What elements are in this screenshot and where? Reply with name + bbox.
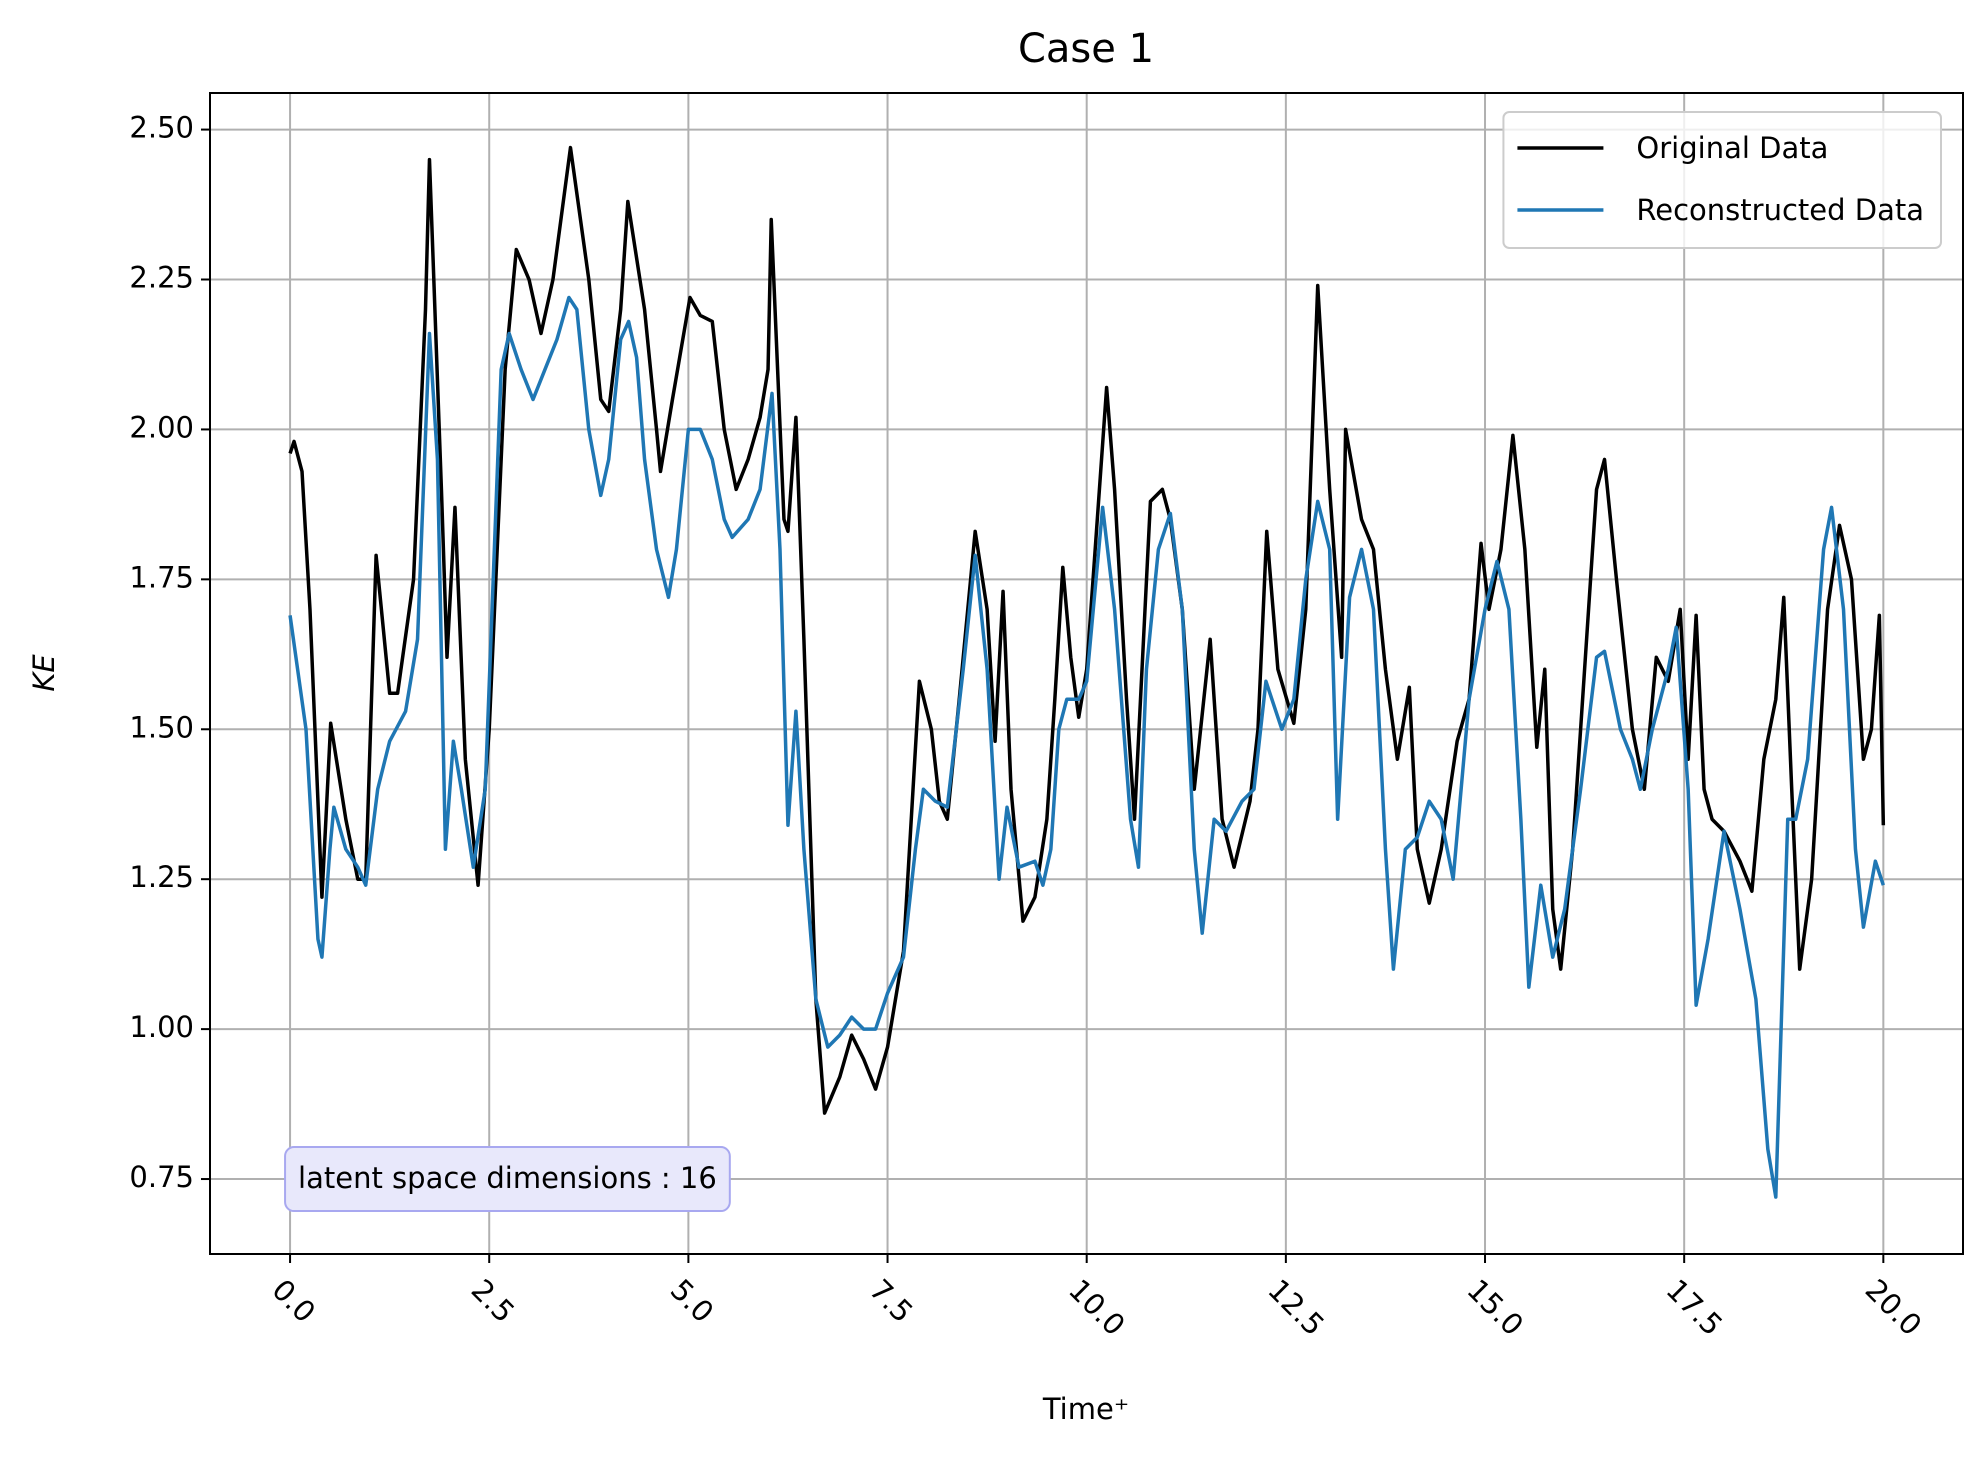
chart-title: Case 1 bbox=[1018, 26, 1154, 72]
y-tick-label: 2.50 bbox=[129, 111, 194, 145]
data-line bbox=[288, 145, 1886, 1115]
legend-box bbox=[1502, 111, 1942, 249]
data-line bbox=[288, 295, 1885, 1199]
y-tick-label: 2.25 bbox=[129, 261, 194, 295]
y-axis-label: KE bbox=[27, 654, 61, 692]
y-tick-label: 1.50 bbox=[129, 710, 194, 744]
x-axis-label: Time⁺ bbox=[1042, 1392, 1129, 1426]
annotation-box bbox=[284, 1146, 731, 1213]
y-tick-label: 1.00 bbox=[129, 1010, 194, 1044]
y-tick-label: 0.75 bbox=[129, 1160, 194, 1194]
y-tick-label: 2.00 bbox=[129, 410, 194, 444]
legend-label: Original Data bbox=[1636, 131, 1828, 165]
plot-frame bbox=[209, 92, 1964, 1255]
annotation-text: latent space dimensions : 16 bbox=[298, 1161, 717, 1195]
legend-label: Reconstructed Data bbox=[1636, 193, 1924, 227]
y-tick-label: 1.25 bbox=[129, 860, 194, 894]
y-tick-label: 1.75 bbox=[129, 560, 194, 594]
